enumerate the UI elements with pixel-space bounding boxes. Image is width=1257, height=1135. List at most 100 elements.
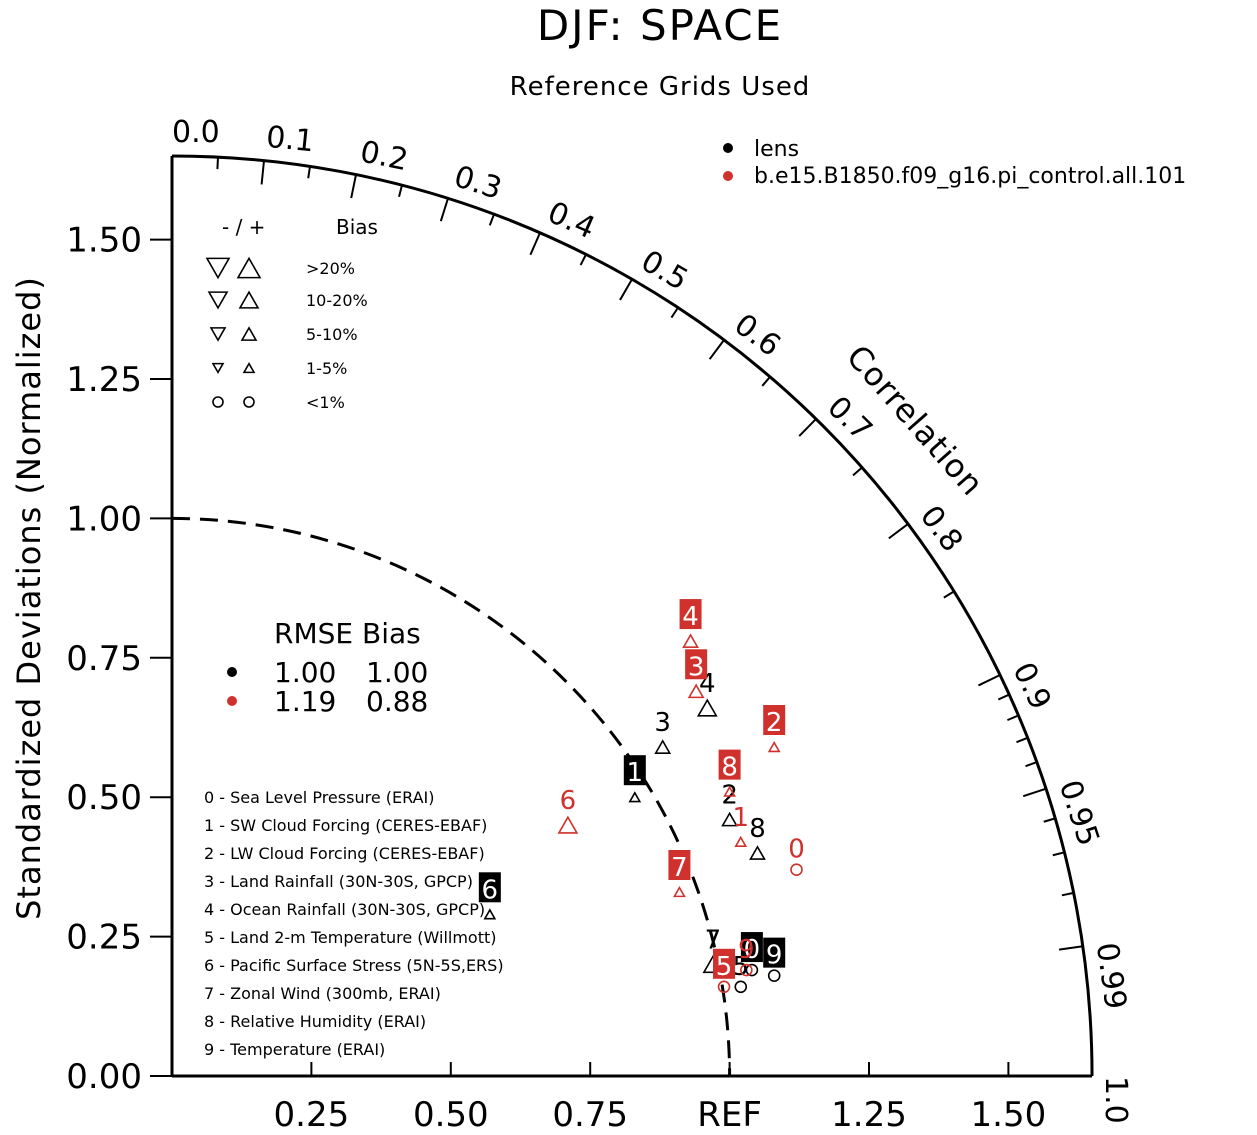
bias-key-row-label: 10-20% bbox=[306, 291, 368, 310]
legend-dot-lens bbox=[723, 143, 733, 153]
point-lens-0-label: 0 bbox=[744, 935, 761, 965]
point-control-6-marker bbox=[557, 815, 579, 834]
correlation-minor-tick bbox=[997, 693, 1010, 701]
point-lens-7-label: 7 bbox=[705, 925, 722, 955]
rmse-value-lens: 1.00 bbox=[274, 656, 336, 689]
correlation-tick-label: 0.6 bbox=[728, 307, 787, 364]
bias-key-sign-header: - / + bbox=[222, 215, 265, 239]
circle-icon bbox=[243, 396, 255, 408]
point-control-5-label: 5 bbox=[716, 952, 733, 982]
bias-key-row-label: 5-10% bbox=[306, 325, 358, 344]
series-legend: lens b.e15.B1850.f09_g16.pi_control.all.… bbox=[723, 137, 1186, 189]
variable-item: 2 - LW Cloud Forcing (CERES-EBAF) bbox=[204, 844, 485, 863]
stats-dot-control bbox=[227, 696, 237, 706]
variable-item: 0 - Sea Level Pressure (ERAI) bbox=[204, 788, 434, 807]
x-tick-label: 0.25 bbox=[274, 1095, 350, 1135]
correlation-minor-tick bbox=[1052, 851, 1065, 857]
point-control-3-marker bbox=[687, 683, 705, 699]
correlation-major-tick bbox=[439, 198, 449, 222]
reference-arc-group bbox=[171, 516, 732, 1077]
correlation-minor-tick bbox=[1043, 817, 1056, 823]
point-lens-3-marker bbox=[654, 739, 672, 754]
correlation-major-tick bbox=[798, 418, 817, 437]
point-lens-1-label: 1 bbox=[627, 758, 644, 788]
variable-item: 4 - Ocean Rainfall (30N-30S, GPCP) bbox=[204, 900, 485, 919]
point-control-3-label-box bbox=[685, 649, 708, 680]
point-control-7-label: 7 bbox=[671, 853, 688, 883]
point-lens-2-marker bbox=[721, 811, 738, 827]
correlation-major-tick bbox=[1022, 787, 1047, 798]
point-control-4-marker bbox=[682, 633, 699, 648]
y-tick-label: 0.25 bbox=[66, 918, 142, 958]
correlation-minor-tick bbox=[761, 376, 771, 387]
correlation-tick-label: 0.7 bbox=[820, 390, 879, 448]
chart-subtitle: Reference Grids Used bbox=[510, 72, 811, 102]
y-tick-label: 0.50 bbox=[66, 778, 142, 818]
point-control-4-label: 4 bbox=[682, 602, 699, 632]
correlation-minor-tick bbox=[670, 307, 679, 319]
correlation-tick-label: 0.1 bbox=[265, 120, 316, 160]
bias-key-row-label: <1% bbox=[306, 393, 345, 412]
variable-item: 7 - Zonal Wind (300mb, ERAI) bbox=[204, 984, 441, 1003]
point-control-7-marker bbox=[673, 886, 686, 898]
point-lens-6-label-box bbox=[478, 872, 501, 903]
legend-dot-control bbox=[723, 171, 733, 181]
correlation-minor-tick bbox=[1007, 714, 1019, 722]
correlation-tick-label: 0.2 bbox=[357, 134, 411, 178]
point-control-9-marker bbox=[740, 963, 753, 977]
outer-arc bbox=[171, 154, 1094, 1077]
y-tick-label: 0.00 bbox=[66, 1057, 142, 1097]
up-triangle-icon bbox=[240, 326, 258, 341]
correlation-minor-tick bbox=[579, 253, 587, 266]
point-control-1-label: 1 bbox=[732, 803, 749, 833]
down-triangle-icon bbox=[205, 257, 231, 280]
correlation-major-tick bbox=[888, 523, 909, 540]
chart-title: DJF: SPACE bbox=[537, 1, 783, 50]
point-lens-4-marker bbox=[696, 698, 718, 717]
point-control-5-label-box bbox=[713, 948, 736, 979]
bias-key-bias-header: Bias bbox=[336, 215, 378, 239]
stats-dot-lens bbox=[227, 667, 237, 677]
bias-key-row-label: >20% bbox=[306, 259, 355, 278]
circle-icon bbox=[212, 396, 224, 408]
point-control-0-label: 0 bbox=[788, 835, 805, 865]
variable-item: 5 - Land 2-m Temperature (Willmott) bbox=[204, 928, 497, 947]
point-lens-1-marker bbox=[628, 791, 642, 803]
correlation-tick-label: 0.0 bbox=[172, 115, 220, 150]
variable-item: 8 - Relative Humidity (ERAI) bbox=[204, 1012, 426, 1031]
y-axis-label: Standardized Deviations (Normalized) bbox=[10, 276, 48, 920]
correlation-tick-label: 1.0 bbox=[1098, 1076, 1133, 1124]
bias-key-row-label: 1-5% bbox=[306, 359, 347, 378]
up-triangle-icon bbox=[242, 362, 256, 374]
x-tick-label: 0.75 bbox=[552, 1095, 628, 1135]
point-lens-6-marker bbox=[483, 908, 497, 920]
point-control-1-marker bbox=[734, 835, 748, 847]
x-tick-label: 1.25 bbox=[831, 1095, 907, 1135]
point-lens-9-label-box bbox=[763, 937, 786, 968]
point-lens-6-label: 6 bbox=[482, 875, 499, 905]
point-lens-8-label: 8 bbox=[749, 814, 766, 844]
correlation-tick-label: 0.8 bbox=[913, 499, 970, 558]
point-control-0-marker bbox=[790, 863, 803, 876]
point-control-5-marker bbox=[717, 980, 731, 994]
correlation-major-tick bbox=[350, 174, 357, 199]
point-lens-5-marker bbox=[734, 980, 748, 994]
point-lens-9-label: 9 bbox=[766, 941, 783, 971]
legend-label-lens: lens bbox=[754, 137, 799, 162]
correlation-minor-tick bbox=[852, 466, 863, 477]
point-lens-5-label: 5 bbox=[732, 952, 749, 982]
point-control-4-label-box bbox=[679, 599, 702, 630]
y-tick-label: 1.25 bbox=[66, 360, 142, 400]
reference-dashed-arc bbox=[171, 516, 732, 1077]
variable-item: 6 - Pacific Surface Stress (5N-5S,ERS) bbox=[204, 956, 504, 975]
point-control-8-label-box bbox=[718, 749, 741, 780]
bias-value-control: 0.88 bbox=[366, 685, 428, 718]
point-control-8-label: 8 bbox=[721, 753, 738, 783]
point-control-2-label: 2 bbox=[766, 708, 783, 738]
y-tick-label: 1.00 bbox=[66, 499, 142, 539]
down-triangle-icon bbox=[207, 291, 229, 310]
legend-label-control: b.e15.B1850.f09_g16.pi_control.all.101 bbox=[754, 164, 1186, 189]
point-control-8-marker bbox=[723, 785, 736, 797]
point-control-7-label-box bbox=[668, 849, 691, 880]
